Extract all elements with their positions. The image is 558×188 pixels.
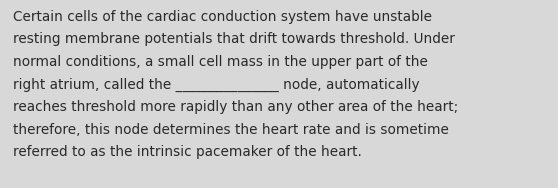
Text: reaches threshold more rapidly than any other area of the heart;: reaches threshold more rapidly than any …: [13, 100, 458, 114]
Text: resting membrane potentials that drift towards threshold. Under: resting membrane potentials that drift t…: [13, 33, 455, 46]
Text: referred to as the intrinsic pacemaker of the heart.: referred to as the intrinsic pacemaker o…: [13, 145, 362, 159]
Text: right atrium, called the _______________ node, automatically: right atrium, called the _______________…: [13, 77, 420, 92]
Text: therefore, this node determines the heart rate and is sometime: therefore, this node determines the hear…: [13, 123, 449, 136]
Text: Certain cells of the cardiac conduction system have unstable: Certain cells of the cardiac conduction …: [13, 10, 432, 24]
Text: normal conditions, a small cell mass in the upper part of the: normal conditions, a small cell mass in …: [13, 55, 428, 69]
